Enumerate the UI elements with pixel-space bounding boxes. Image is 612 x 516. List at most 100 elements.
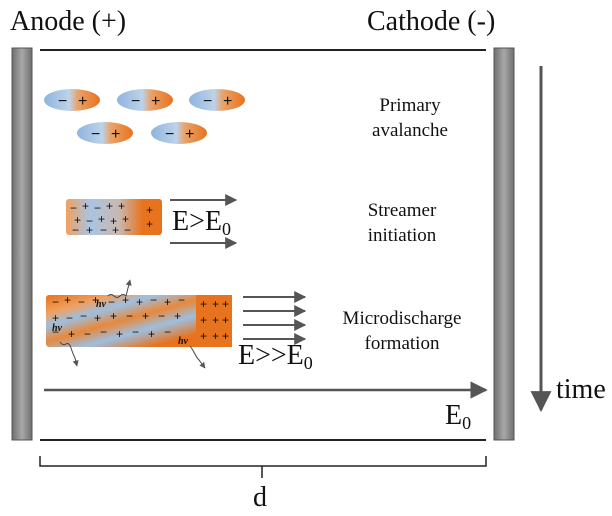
svg-text:+: +	[122, 212, 129, 226]
svg-text:+: +	[64, 293, 71, 307]
svg-text:−: −	[52, 295, 59, 309]
svg-text:−: −	[178, 293, 185, 307]
field-sub: 0	[222, 219, 231, 239]
svg-text:+: +	[200, 329, 207, 343]
svg-text:−: −	[91, 126, 100, 143]
photon-label: hv	[178, 336, 189, 347]
svg-text:−: −	[94, 201, 101, 215]
svg-text:+: +	[174, 309, 181, 323]
field-main: E	[445, 400, 463, 431]
avalanche-particle: − +	[77, 122, 133, 144]
svg-text:−: −	[100, 223, 107, 237]
microdischarge-body: − + − + − + + − + − + − − + + − + − + − + − − + − + − + + + + + + + +…	[46, 279, 232, 369]
svg-text:−: −	[124, 223, 131, 237]
svg-text:+: +	[92, 293, 99, 307]
svg-text:+: +	[222, 313, 229, 327]
field-main: E>E	[172, 206, 222, 237]
svg-text:−: −	[132, 325, 139, 339]
svg-text:−: −	[52, 325, 59, 339]
svg-text:+: +	[222, 329, 229, 343]
svg-text:−: −	[126, 309, 133, 323]
svg-text:+: +	[151, 93, 160, 110]
svg-text:+: +	[212, 297, 219, 311]
svg-text:+: +	[118, 199, 125, 213]
field-main: E>>E	[238, 340, 304, 371]
svg-text:−: −	[84, 327, 91, 341]
svg-text:+: +	[86, 223, 93, 237]
avalanche-particle: − +	[189, 89, 245, 111]
microdischarge-field-label: E>>E0	[238, 340, 313, 374]
time-label: time	[556, 374, 606, 405]
stage-line: Primary	[379, 95, 441, 116]
stage-primary-avalanche: Primary avalanche	[350, 93, 470, 143]
svg-text:−: −	[203, 93, 212, 110]
stage-line: formation	[364, 333, 440, 354]
streamer-field-arrows	[170, 194, 238, 249]
svg-text:−: −	[158, 309, 165, 323]
svg-text:−: −	[80, 309, 87, 323]
avalanche-particle: − +	[44, 89, 100, 111]
svg-text:+: +	[200, 297, 207, 311]
stage-streamer-initiation: Streamer initiation	[342, 198, 462, 248]
svg-text:−: −	[78, 295, 85, 309]
streamer-field-label: E>E0	[172, 206, 231, 240]
svg-text:+: +	[110, 309, 117, 323]
svg-text:+: +	[223, 93, 232, 110]
microdischarge-field-arrows	[243, 291, 307, 345]
svg-text:+: +	[222, 297, 229, 311]
svg-text:+: +	[200, 313, 207, 327]
svg-text:+: +	[106, 199, 113, 213]
svg-text:−: −	[165, 126, 174, 143]
photon-label: hv	[52, 323, 63, 334]
photon-wave	[189, 345, 206, 369]
svg-text:+: +	[52, 311, 59, 325]
svg-text:+: +	[212, 313, 219, 327]
svg-text:+: +	[68, 327, 75, 341]
stage-line: Streamer	[367, 200, 437, 221]
svg-text:+: +	[74, 213, 81, 227]
svg-text:−: −	[150, 293, 157, 307]
avalanche-particle: − +	[117, 89, 173, 111]
photon-wave	[107, 279, 132, 298]
svg-text:+: +	[82, 199, 89, 213]
anode-electrode	[11, 47, 33, 441]
svg-text:+: +	[94, 311, 101, 325]
svg-text:+: +	[122, 293, 129, 307]
stage-line: initiation	[367, 225, 437, 246]
gap-distance-label: d	[253, 482, 267, 513]
photon-wave	[59, 341, 79, 367]
photon-label: hv	[96, 299, 107, 310]
svg-text:+: +	[148, 327, 155, 341]
svg-text:+: +	[146, 217, 153, 231]
svg-text:+: +	[146, 203, 153, 217]
svg-text:+: +	[136, 295, 143, 309]
svg-text:+: +	[164, 295, 171, 309]
field-sub: 0	[462, 413, 472, 433]
field-sub: 0	[303, 353, 313, 373]
streamer-body: − + − + + + − + + + − + − + − ++	[66, 199, 162, 237]
svg-text:−: −	[100, 325, 107, 339]
svg-text:−: −	[66, 311, 73, 325]
svg-text:+: +	[112, 223, 119, 237]
gap-brace	[39, 456, 487, 478]
svg-text:+: +	[212, 329, 219, 343]
cathode-label: Cathode (-)	[367, 6, 496, 37]
svg-text:+: +	[110, 214, 117, 228]
svg-text:−: −	[108, 295, 115, 309]
anode-label: Anode (+)	[10, 6, 127, 37]
svg-text:−: −	[164, 325, 171, 339]
stage-line: Microdischarge	[342, 308, 462, 329]
svg-text:+: +	[78, 93, 87, 110]
svg-text:−: −	[131, 93, 140, 110]
svg-text:+: +	[185, 126, 194, 143]
svg-text:−: −	[58, 93, 67, 110]
avalanche-particle: − +	[151, 122, 207, 144]
stage-microdischarge-formation: Microdischarge formation	[326, 306, 478, 356]
svg-text:+: +	[116, 327, 123, 341]
svg-text:−: −	[72, 223, 79, 237]
svg-text:−: −	[86, 214, 93, 228]
svg-text:+: +	[142, 309, 149, 323]
svg-text:−: −	[70, 201, 77, 215]
svg-text:+: +	[111, 126, 120, 143]
